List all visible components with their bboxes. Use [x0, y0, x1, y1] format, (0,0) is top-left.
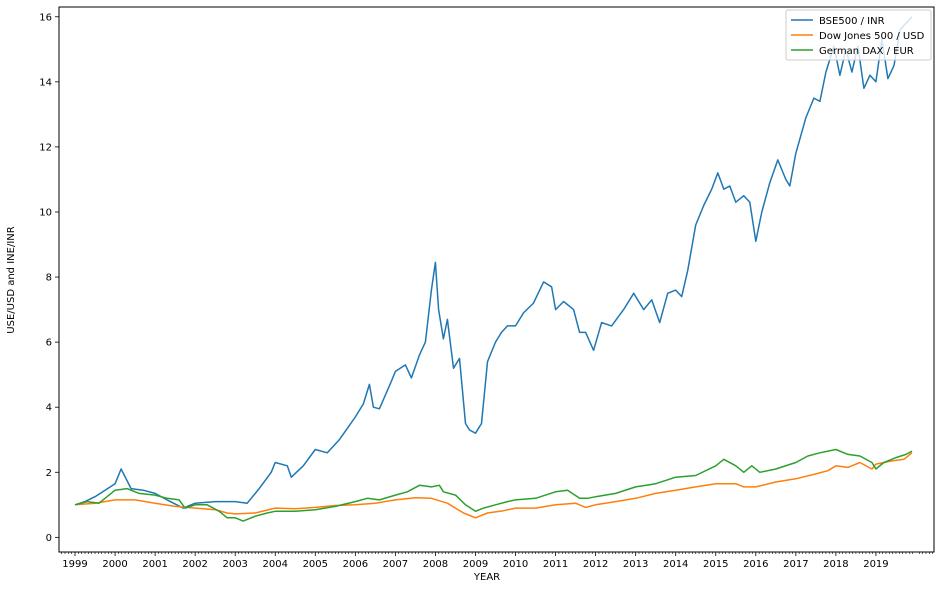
x-tick-label: 2003: [222, 559, 247, 570]
series-line-dowjones: [74, 452, 913, 519]
x-tick-label: 2004: [263, 559, 288, 570]
plot-area: [59, 7, 934, 552]
x-tick-label: 2008: [423, 559, 448, 570]
legend-label-dax: German DAX / EUR: [819, 46, 914, 57]
y-tick-label: 2: [46, 468, 52, 479]
y-tick-label: 0: [46, 533, 52, 544]
x-tick-label: 2012: [583, 559, 608, 570]
x-axis-ticks: 1999 2000 2001 2002 2003 2004 2005 2006 2007 2008…: [61, 552, 933, 570]
legend-label-dowjones: Dow Jones 500 / USD: [819, 31, 925, 42]
x-tick-label: 2013: [623, 559, 648, 570]
x-tick-label: 2002: [182, 559, 207, 570]
x-tick-label: 2015: [703, 559, 728, 570]
x-tick-label: 2005: [303, 559, 328, 570]
y-axis-label: USE/USD and INE/INR: [6, 226, 17, 333]
y-tick-label: 16: [39, 12, 52, 23]
x-tick-label: 2018: [823, 559, 848, 570]
y-axis-ticks: 0 2 4 6 8 10 12 14 16: [39, 12, 59, 544]
plot-frame: [58, 6, 935, 553]
x-tick-label: 2010: [503, 559, 528, 570]
y-tick-label: 14: [39, 77, 52, 88]
x-tick-label: 2019: [863, 559, 888, 570]
series-line-bse500: [74, 16, 913, 509]
legend-box: [785, 9, 932, 61]
series-lines: [74, 16, 913, 522]
x-tick-label: 2000: [102, 559, 127, 570]
x-tick-label: 2017: [783, 559, 808, 570]
legend: BSE500 / INR Dow Jones 500 / USD German …: [785, 9, 932, 61]
y-tick-label: 8: [46, 273, 52, 284]
series-line-dax: [74, 448, 913, 522]
x-tick-label: 2014: [663, 559, 688, 570]
y-tick-label: 10: [39, 207, 52, 218]
y-tick-label: 4: [46, 403, 52, 414]
x-axis-label: YEAR: [473, 572, 500, 583]
x-tick-label: 2006: [343, 559, 368, 570]
y-tick-label: 12: [39, 142, 52, 153]
x-tick-label: 2009: [463, 559, 488, 570]
legend-label-bse500: BSE500 / INR: [819, 16, 885, 27]
x-tick-label: 2001: [142, 559, 167, 570]
x-tick-label: 2007: [383, 559, 408, 570]
y-tick-label: 6: [46, 338, 52, 349]
x-tick-label: 2011: [543, 559, 568, 570]
x-tick-label: 1999: [62, 559, 87, 570]
x-tick-label: 2016: [743, 559, 768, 570]
